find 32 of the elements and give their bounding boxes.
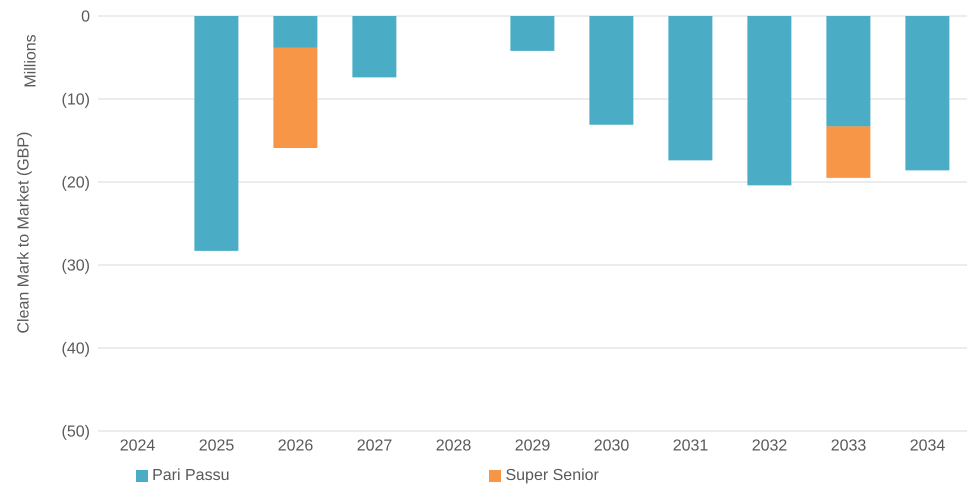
x-tick-label: 2029 [514, 437, 550, 454]
bar [826, 16, 870, 126]
bar [352, 16, 396, 78]
y-tick-label: (10) [62, 92, 90, 109]
bar [589, 16, 634, 125]
x-tick-label: 2031 [672, 437, 708, 454]
x-tick-label: 2033 [830, 437, 866, 454]
bar [668, 16, 712, 160]
bar [826, 126, 870, 178]
y-tick-label: 0 [81, 8, 90, 26]
x-tick-label: 2030 [594, 437, 630, 454]
bar [273, 16, 318, 48]
x-tick-label: 2034 [910, 437, 946, 454]
x-tick-label: 2027 [356, 437, 392, 454]
y-tick-label: (40) [62, 340, 90, 358]
legend-label: Super Senior [505, 467, 599, 484]
text: Millions [23, 34, 41, 88]
y-tick-label: (30) [62, 258, 90, 275]
bar [273, 48, 318, 148]
bar [905, 16, 950, 170]
y-tick-label: (50) [62, 424, 90, 441]
legend-label: Pari Passu [152, 467, 230, 484]
y-tick-label: (20) [62, 174, 90, 192]
y-axis-title: Clean Mark to Market (GBP) [16, 132, 33, 334]
bar [747, 16, 792, 186]
bar [194, 16, 238, 251]
bar [510, 16, 554, 51]
x-tick-label: 2024 [120, 437, 156, 454]
x-tick-label: 2026 [278, 437, 314, 454]
x-tick-label: 2028 [436, 437, 472, 454]
x-tick-label: 2025 [198, 437, 234, 454]
x-tick-label: 2032 [752, 437, 788, 454]
